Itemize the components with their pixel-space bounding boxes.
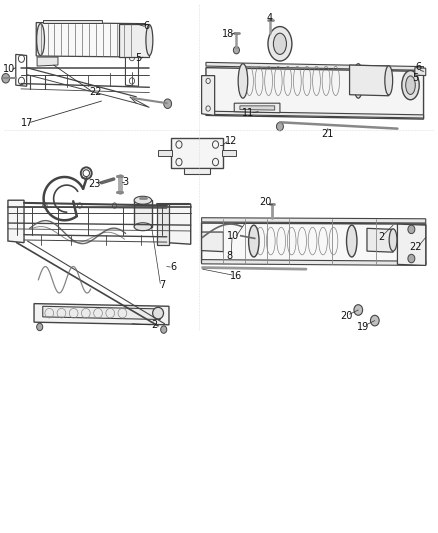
Text: 6: 6 [170,262,177,272]
Polygon shape [201,232,223,252]
Text: 7: 7 [159,279,166,289]
Text: 11: 11 [242,108,254,118]
Text: 21: 21 [321,129,333,139]
Polygon shape [43,306,160,319]
Polygon shape [206,111,424,118]
Ellipse shape [346,225,357,257]
Polygon shape [201,76,215,115]
Text: 2: 2 [152,320,158,330]
Text: 16: 16 [230,271,243,281]
Circle shape [408,225,415,233]
Polygon shape [119,23,149,57]
Text: 5: 5 [413,72,419,83]
Polygon shape [43,20,102,22]
Text: 17: 17 [21,118,33,128]
Ellipse shape [238,63,248,98]
Ellipse shape [134,223,152,231]
Ellipse shape [146,25,153,55]
Circle shape [161,326,167,333]
Polygon shape [206,68,424,119]
Ellipse shape [37,23,45,55]
Polygon shape [158,150,172,156]
Text: 19: 19 [357,322,369,332]
Text: 22: 22 [89,86,102,96]
Text: 10: 10 [227,231,240,241]
Polygon shape [171,138,223,168]
Text: 5: 5 [135,53,141,63]
Ellipse shape [406,76,415,94]
Text: 3: 3 [123,176,129,187]
Polygon shape [367,228,393,252]
Text: 18: 18 [222,29,234,39]
Polygon shape [206,62,424,70]
Ellipse shape [385,66,392,95]
Polygon shape [240,106,275,110]
Polygon shape [234,103,280,113]
Ellipse shape [402,70,419,100]
Polygon shape [134,200,152,227]
Polygon shape [8,200,24,243]
Polygon shape [157,204,169,245]
Ellipse shape [268,27,292,61]
Polygon shape [397,224,426,265]
Text: 10: 10 [3,64,15,74]
Polygon shape [201,217,426,223]
Text: 12: 12 [225,136,237,146]
Polygon shape [37,57,58,66]
Ellipse shape [273,33,286,54]
Polygon shape [350,65,389,96]
Ellipse shape [353,63,363,98]
Text: 6: 6 [415,62,421,72]
Text: 8: 8 [226,252,233,261]
Circle shape [276,122,283,131]
Text: 2: 2 [378,232,385,242]
Ellipse shape [389,229,397,251]
Polygon shape [167,204,191,244]
Circle shape [2,74,10,83]
Text: 22: 22 [410,242,422,252]
Polygon shape [201,260,426,265]
Ellipse shape [249,225,259,257]
Ellipse shape [152,308,163,319]
Polygon shape [34,304,169,325]
Text: 4: 4 [267,13,273,23]
Polygon shape [223,150,237,156]
Circle shape [164,99,172,109]
Circle shape [371,316,379,326]
Circle shape [37,323,43,330]
Text: 23: 23 [88,179,100,189]
Circle shape [408,254,415,263]
Circle shape [233,46,240,54]
Ellipse shape [134,196,152,204]
Circle shape [354,305,363,316]
Polygon shape [415,68,426,76]
Ellipse shape [134,23,142,55]
Text: 20: 20 [259,197,272,207]
Text: 6: 6 [143,21,149,31]
Text: 20: 20 [340,311,352,321]
Polygon shape [184,168,210,174]
Polygon shape [36,22,145,57]
Polygon shape [201,223,426,264]
